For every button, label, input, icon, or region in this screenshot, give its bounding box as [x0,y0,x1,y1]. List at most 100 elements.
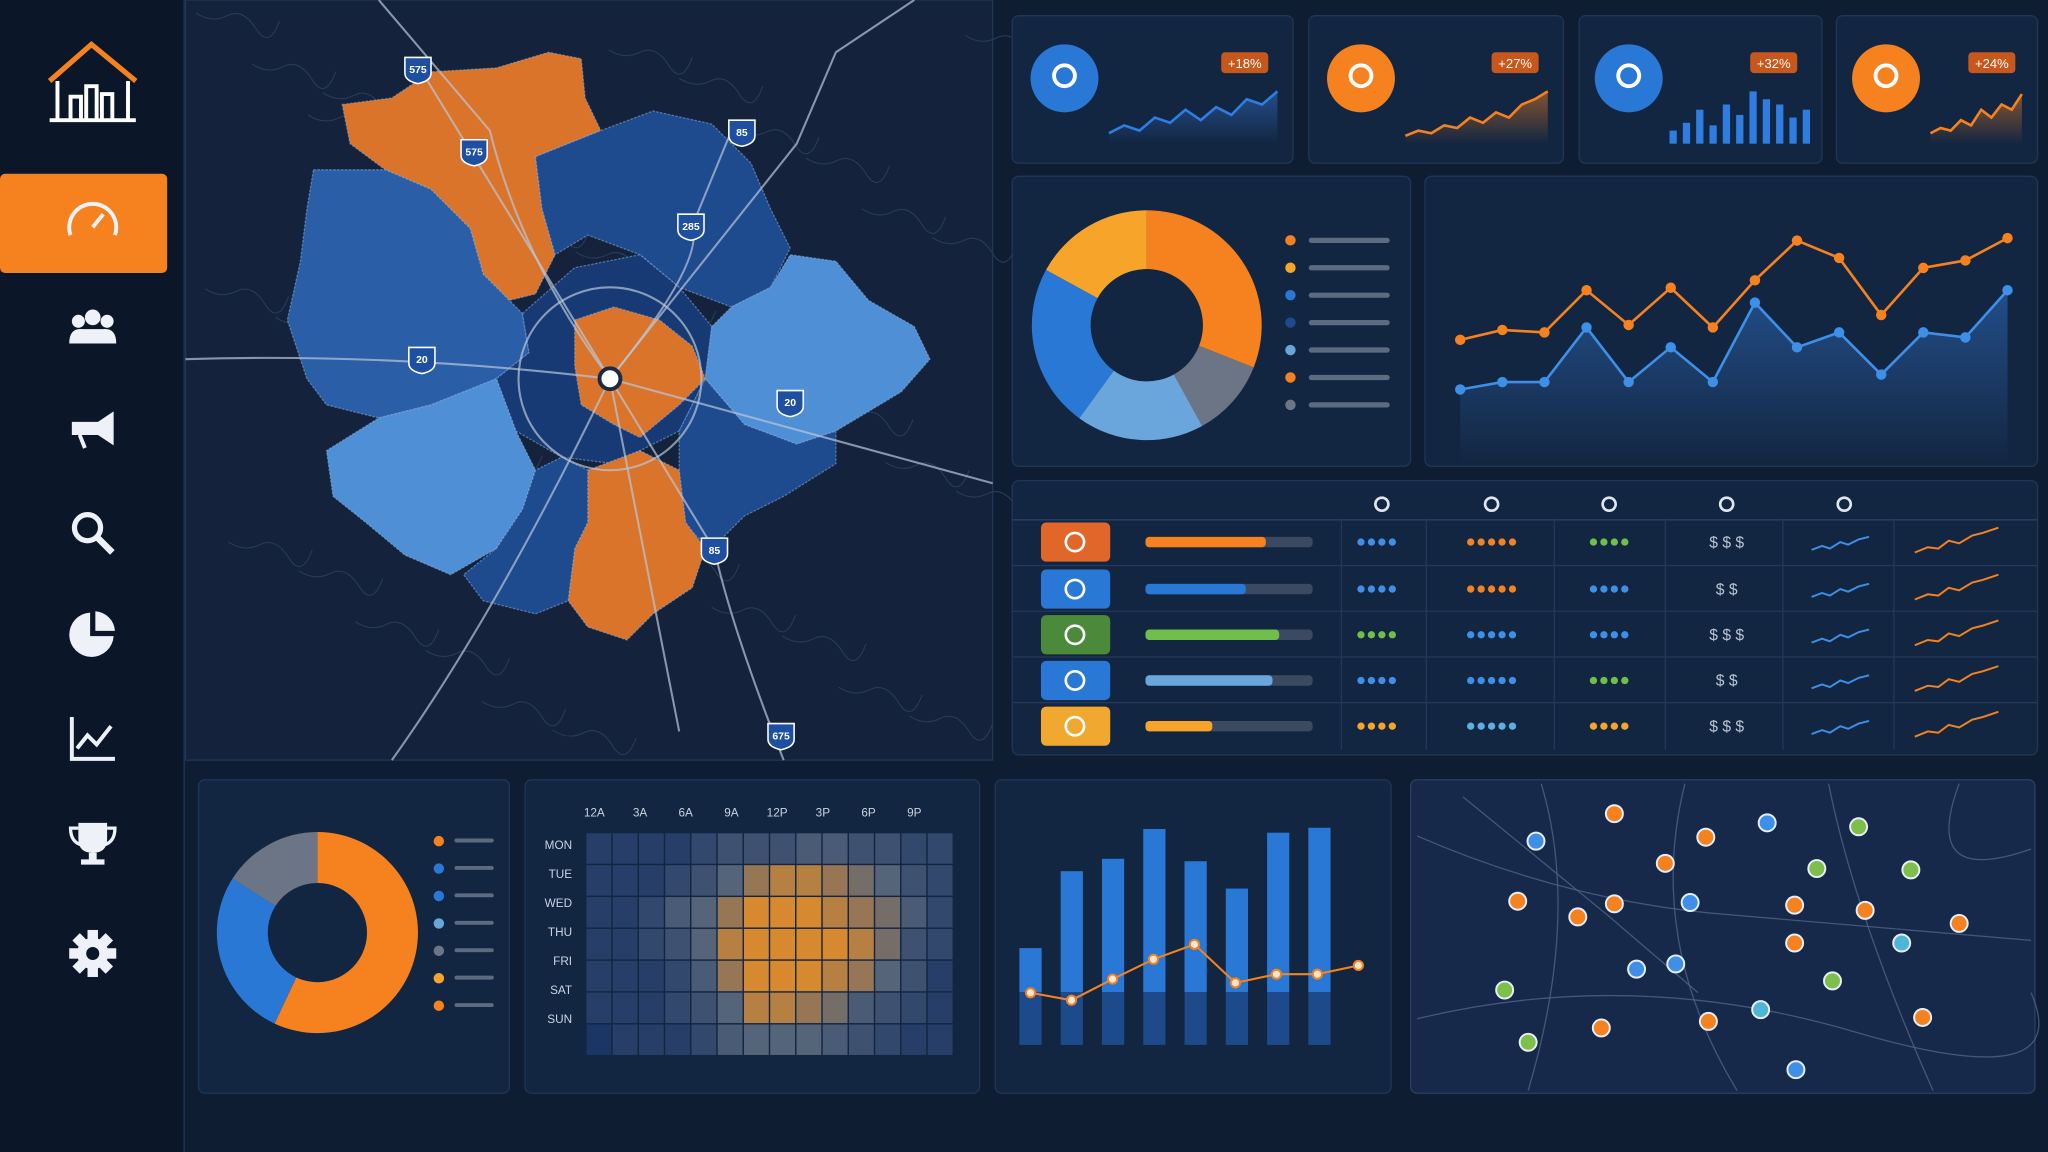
legend-bar [1308,347,1390,353]
terrain-line [228,541,313,567]
nav-users[interactable] [69,309,117,344]
icon [87,966,98,977]
line-point [1455,384,1466,395]
dot-group [1589,631,1629,639]
rating-dot [1388,676,1396,685]
heatmap-row-label: THU [548,926,572,939]
map-point [1526,831,1546,851]
map-region [574,306,707,439]
highway-shield [767,722,795,751]
icon [69,329,117,344]
terrain-line [298,570,384,596]
legend-dot [1285,344,1296,356]
heatmap-cell [665,865,691,896]
map-point [1913,1007,1933,1027]
nav-settings[interactable] [69,929,117,977]
line-point [1497,324,1508,336]
heatmap-cell [927,1024,953,1055]
map-region [462,456,589,615]
line-point [1875,369,1887,380]
terrain-line [861,208,947,234]
nav-trophy[interactable] [68,822,117,865]
heatmap-cell [612,1024,638,1055]
line-point [1833,327,1845,338]
heatmap-col-label: 12P [767,806,788,819]
map-point [1508,891,1528,911]
terrain-line [608,49,693,75]
highway-label: 20 [784,398,796,409]
heatmap-cell [665,1024,691,1055]
rating-dot [1357,722,1365,730]
map-road [1827,783,1934,1091]
price-level: $ $ $ [1709,627,1744,644]
sidebar [0,0,185,1152]
nav-gauge[interactable] [67,201,119,236]
heatmap-cell [796,833,822,864]
donut-slice [1046,210,1147,299]
road [185,356,993,485]
highway-shield [728,119,756,148]
map-point [1495,980,1515,1000]
icon [69,612,114,657]
rating-dot [1508,722,1517,730]
kpi-bar [1696,109,1704,144]
terrain-line [195,12,281,38]
nav-search[interactable] [71,511,115,555]
bar [1308,827,1331,1045]
rating-dot [1467,585,1475,593]
logo-house [49,80,136,123]
line-series [1460,289,2009,391]
heatmap-cell [901,992,927,1024]
heatmap-cell [665,928,691,960]
heatmap-cell [796,1024,822,1055]
table-panel [1011,479,2039,756]
map-point [1849,817,1869,837]
heatmap-cell [927,897,953,928]
nav-megaphone[interactable] [71,411,114,449]
highway-shield [404,56,432,85]
trend-point [1311,968,1323,980]
rating-dot [1378,676,1386,685]
table-header-icon [1483,496,1500,512]
rating-dot [1621,722,1629,730]
rating-dot [1367,631,1376,639]
trend-point [1106,973,1119,985]
terrain-line [204,288,290,314]
line-point [1623,319,1634,331]
heatmap-cell [927,960,953,992]
nav-pie[interactable] [69,611,115,657]
heatmap-cell [638,865,664,896]
rating-dot [1610,538,1619,546]
heatmap-cell [612,865,638,896]
highway-shield [776,389,805,418]
dot-group [1589,538,1629,546]
road [517,286,703,472]
icon [105,948,117,959]
rating-dot [1589,631,1598,639]
line-point [1791,235,1803,246]
row-bar [1145,583,1246,595]
legend-bar [454,838,494,843]
heatmap-cell [586,833,612,864]
legend-dot [433,863,445,874]
kpi-badge [1750,52,1798,74]
heatmap-col-label: 9P [907,806,922,819]
icon [71,314,85,328]
bar [1267,832,1290,1045]
terrain-line [782,635,867,661]
map-point [1901,860,1921,880]
rating-dot [1610,585,1619,593]
nav-trend[interactable] [69,717,115,761]
heatmap-cell [927,928,953,960]
heatmap-cell [743,992,769,1024]
heatmap-cell [691,1024,717,1055]
row-spark-blue [1811,582,1870,598]
map-point [1823,971,1842,991]
row-icon-glyph [1064,531,1086,553]
table-header-icon [1718,496,1735,512]
kpi-bar [1776,104,1784,144]
rating-dot [1600,631,1608,639]
row-icon-glyph [1064,624,1086,646]
line-point [1833,252,1845,264]
dot-group [1467,631,1517,639]
